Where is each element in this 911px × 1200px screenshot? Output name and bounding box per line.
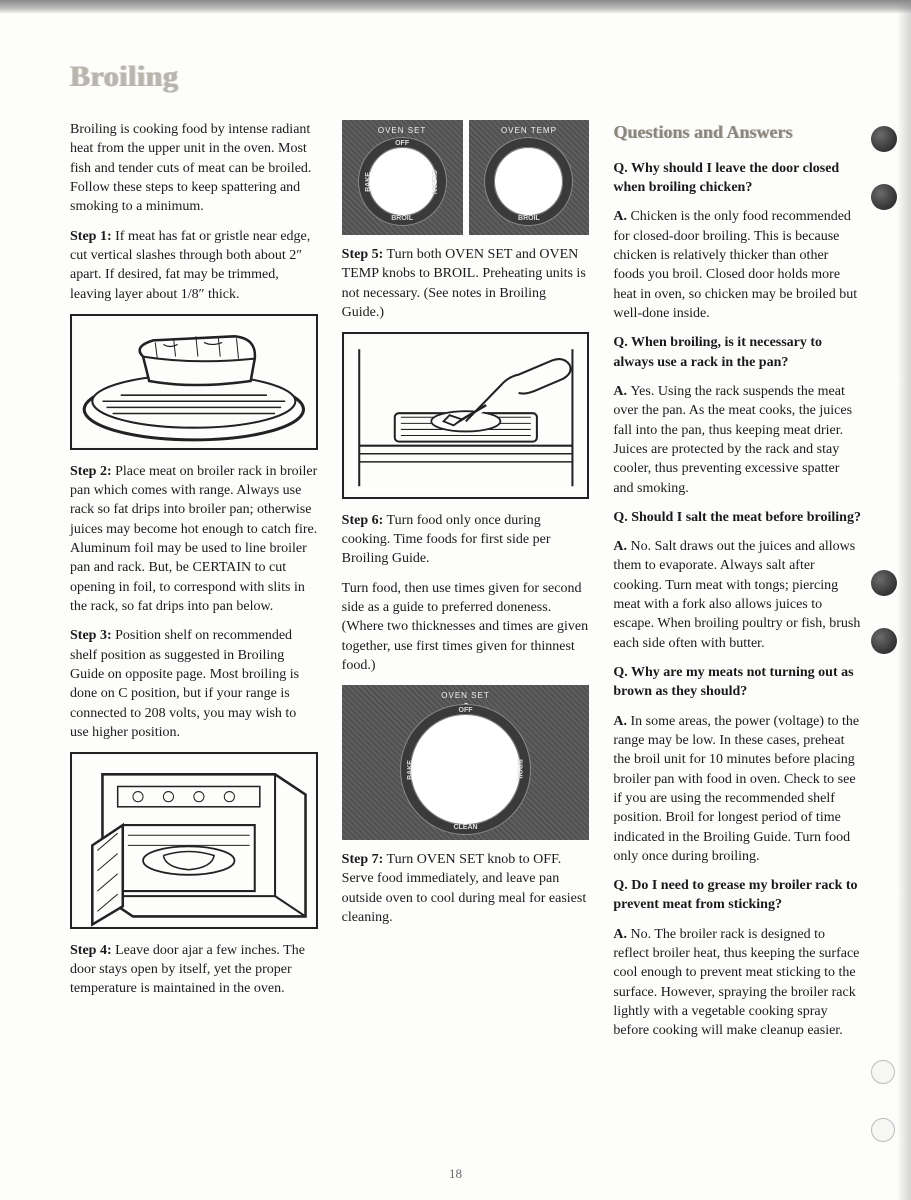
oven-set-knob-off: OFF BROIL CLEAN BAKE <box>401 705 530 834</box>
knob-pos-broil: BROIL <box>518 214 540 224</box>
illustration-meat-on-rack <box>70 314 318 450</box>
qa-a3-text: No. Salt draws out the juices and allows… <box>613 539 860 651</box>
qa-a2: A. Yes. Using the rack suspends the meat… <box>613 382 861 498</box>
three-column-layout: Broiling is cooking food by intense radi… <box>70 120 861 1051</box>
qa-heading: Questions and Answers <box>613 120 861 145</box>
column-center: OVEN SET OFF CLEAN BROIL BAKE OVEN TEMP … <box>342 120 590 937</box>
step-6: Step 6: Turn food only once during cooki… <box>342 511 590 569</box>
step-3-text: Position shelf on recommended shelf posi… <box>70 628 299 740</box>
step-1: Step 1: If meat has fat or gristle near … <box>70 227 318 304</box>
oven-set-knob-panel: OVEN SET OFF CLEAN BROIL BAKE <box>342 120 463 235</box>
a-label: A. <box>613 209 630 224</box>
qa-q4: Q. Why are my meats not turning out as b… <box>613 663 861 702</box>
oven-set-label: OVEN SET <box>441 690 489 701</box>
qa-q3: Q. Should I salt the meat before broilin… <box>613 508 861 527</box>
qa-a1: A. Chicken is the only food recommended … <box>613 207 861 323</box>
step-2: Step 2: Place meat on broiler rack in br… <box>70 462 318 617</box>
step-1-label: Step 1: <box>70 229 112 244</box>
step-4: Step 4: Leave door ajar a few inches. Th… <box>70 941 318 999</box>
oven-temp-label: OVEN TEMP <box>501 125 557 136</box>
illustration-oven-door-ajar <box>70 752 318 929</box>
step-7: Step 7: Turn OVEN SET knob to OFF. Serve… <box>342 850 590 927</box>
knob-pos-broil: BROIL <box>514 759 524 781</box>
oven-set-label: OVEN SET <box>378 125 426 136</box>
qa-a5-text: No. The broiler rack is designed to refl… <box>613 927 859 1039</box>
column-left: Broiling is cooking food by intense radi… <box>70 120 318 1009</box>
qa-q2: Q. When broiling, is it necessary to alw… <box>613 333 861 372</box>
qa-a1-text: Chicken is the only food recommended for… <box>613 209 857 321</box>
step-7-label: Step 7: <box>342 852 384 867</box>
step-2-label: Step 2: <box>70 464 112 479</box>
knob-pos-off: OFF <box>459 706 473 716</box>
illustration-turning-food <box>342 332 590 498</box>
a-label: A. <box>613 384 630 399</box>
a-label: A. <box>613 539 630 554</box>
column-right: Questions and Answers Q. Why should I le… <box>613 120 861 1051</box>
step-4-label: Step 4: <box>70 943 112 958</box>
qa-a4-text: In some areas, the power (voltage) to th… <box>613 714 859 864</box>
intro-text: Broiling is cooking food by intense radi… <box>70 120 318 217</box>
step-5: Step 5: Turn both OVEN SET and OVEN TEMP… <box>342 245 590 322</box>
knob-pos-clean: CLEAN <box>429 169 439 193</box>
page-title: Broiling <box>70 60 861 94</box>
step-6-continued: Turn food, then use times given for seco… <box>342 579 590 676</box>
step-3: Step 3: Position shelf on recommended sh… <box>70 626 318 742</box>
qa-q1: Q. Why should I leave the door closed wh… <box>613 159 861 198</box>
oven-set-off-illustration: OVEN SET OFF BROIL CLEAN BAKE <box>342 685 590 840</box>
knob-pos-broil: BROIL <box>391 214 413 224</box>
qa-a3: A. No. Salt draws out the juices and all… <box>613 537 861 653</box>
knob-pos-clean: CLEAN <box>453 823 477 833</box>
page-number: 18 <box>449 1166 462 1182</box>
knob-pair-illustration: OVEN SET OFF CLEAN BROIL BAKE OVEN TEMP … <box>342 120 590 235</box>
qa-q5: Q. Do I need to grease my broiler rack t… <box>613 876 861 915</box>
step-6-label: Step 6: <box>342 513 384 528</box>
oven-set-knob: OFF CLEAN BROIL BAKE <box>359 138 446 225</box>
step-5-label: Step 5: <box>342 247 384 262</box>
document-page: Broiling Broiling is cooking food by int… <box>0 0 911 1200</box>
qa-a2-text: Yes. Using the rack suspends the meat ov… <box>613 384 852 496</box>
oven-temp-knob: BROIL <box>485 138 572 225</box>
qa-a5: A. No. The broiler rack is designed to r… <box>613 925 861 1041</box>
qa-a4: A. In some areas, the power (voltage) to… <box>613 712 861 867</box>
a-label: A. <box>613 927 630 942</box>
oven-temp-knob-panel: OVEN TEMP BROIL <box>469 120 590 235</box>
step-3-label: Step 3: <box>70 628 112 643</box>
knob-pos-off: OFF <box>395 139 409 149</box>
a-label: A. <box>613 714 630 729</box>
knob-pos-bake: BAKE <box>406 760 416 780</box>
step-2-text: Place meat on broiler rack in broiler pa… <box>70 464 317 614</box>
knob-pos-bake: BAKE <box>364 172 374 192</box>
